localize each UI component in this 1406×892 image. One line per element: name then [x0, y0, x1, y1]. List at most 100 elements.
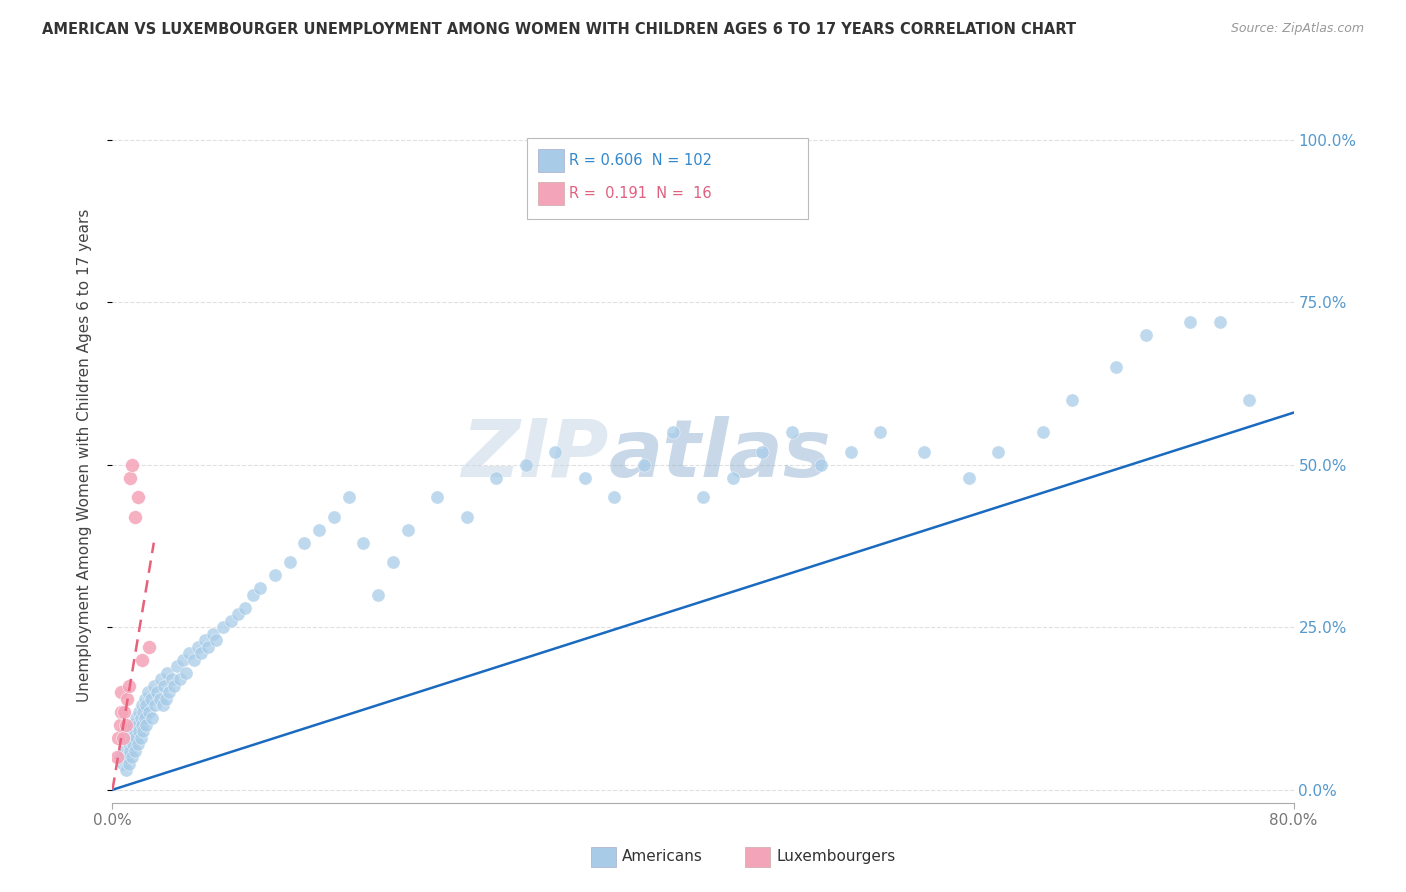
Point [138, 640, 160, 654]
Point [751, 444, 773, 458]
Point [810, 458, 832, 472]
Point [987, 444, 1010, 458]
Point [138, 705, 160, 719]
Point [127, 737, 149, 751]
Point [839, 444, 862, 458]
Point [1105, 360, 1128, 375]
Point [132, 724, 155, 739]
Point [187, 640, 209, 654]
Point [308, 523, 330, 537]
Point [139, 691, 162, 706]
Point [117, 750, 138, 764]
Point [515, 458, 537, 472]
Point [117, 731, 138, 745]
Point [780, 425, 803, 439]
Point [396, 523, 419, 537]
Point [118, 679, 141, 693]
Point [352, 535, 374, 549]
Point [124, 724, 146, 739]
Point [122, 737, 145, 751]
Point [135, 718, 157, 732]
Point [118, 756, 141, 771]
Point [242, 588, 264, 602]
Point [205, 633, 228, 648]
Point [166, 659, 188, 673]
Text: Source: ZipAtlas.com: Source: ZipAtlas.com [1230, 22, 1364, 36]
Point [1239, 392, 1261, 407]
Point [111, 756, 134, 771]
Text: Luxembourgers: Luxembourgers [776, 849, 896, 863]
Point [169, 672, 191, 686]
Point [117, 691, 138, 706]
Point [1032, 425, 1054, 439]
Text: R =  0.191  N =  16: R = 0.191 N = 16 [569, 186, 711, 201]
Point [127, 490, 149, 504]
Point [120, 744, 142, 758]
Point [108, 750, 131, 764]
Point [105, 750, 128, 764]
Point [129, 731, 152, 745]
Point [121, 731, 143, 745]
Point [153, 679, 176, 693]
Point [323, 509, 346, 524]
Point [120, 724, 142, 739]
Point [120, 471, 142, 485]
Point [201, 626, 224, 640]
Point [114, 764, 136, 778]
Point [142, 679, 165, 693]
Point [692, 490, 714, 504]
Point [603, 490, 626, 504]
Point [426, 490, 449, 504]
Point [721, 471, 744, 485]
Point [110, 685, 132, 699]
Point [233, 600, 256, 615]
Point [456, 509, 478, 524]
Point [382, 555, 405, 569]
Point [179, 646, 201, 660]
Point [128, 724, 150, 739]
Point [118, 737, 141, 751]
Point [160, 672, 183, 686]
Point [194, 633, 217, 648]
Point [157, 685, 180, 699]
Point [127, 718, 149, 732]
Point [367, 588, 389, 602]
Point [112, 705, 135, 719]
Point [292, 535, 315, 549]
Point [111, 731, 134, 745]
Point [121, 750, 143, 764]
Point [264, 568, 287, 582]
Point [112, 744, 135, 758]
Point [122, 718, 145, 732]
Point [1062, 392, 1084, 407]
Point [174, 665, 197, 680]
Point [110, 705, 132, 719]
Point [134, 691, 156, 706]
Point [132, 705, 155, 719]
Point [150, 672, 173, 686]
Point [156, 665, 179, 680]
Point [633, 458, 655, 472]
Point [278, 555, 301, 569]
Point [108, 718, 131, 732]
Point [485, 471, 508, 485]
Point [574, 471, 596, 485]
Point [124, 509, 146, 524]
Text: ZIP: ZIP [461, 416, 609, 494]
Point [114, 718, 136, 732]
Text: atlas: atlas [609, 416, 831, 494]
Point [125, 731, 148, 745]
Text: Americans: Americans [621, 849, 703, 863]
Point [121, 458, 143, 472]
Point [129, 711, 152, 725]
Point [136, 685, 159, 699]
Point [1135, 327, 1157, 342]
Point [226, 607, 249, 622]
Point [163, 679, 186, 693]
Point [128, 705, 150, 719]
Point [183, 653, 205, 667]
Point [337, 490, 360, 504]
Point [143, 698, 166, 713]
Point [135, 698, 157, 713]
Point [107, 731, 129, 745]
